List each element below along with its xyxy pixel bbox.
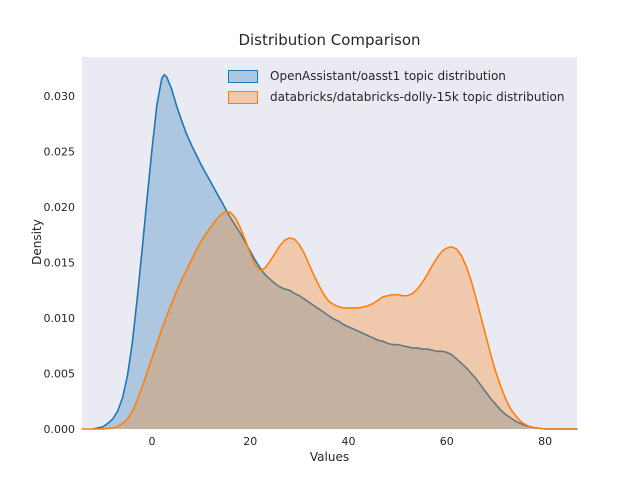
y-tick-label: 0.025	[44, 145, 76, 158]
legend: OpenAssistant/oasst1 topic distribution …	[228, 69, 564, 112]
chart-title: Distribution Comparison	[238, 31, 421, 49]
y-tick-label: 0.020	[44, 201, 76, 214]
legend-label: OpenAssistant/oasst1 topic distribution	[270, 69, 506, 83]
y-axis-label: Density	[30, 219, 44, 265]
x-tick-label: 0	[149, 435, 156, 448]
y-tick-label: 0.000	[44, 423, 76, 436]
legend-item: OpenAssistant/oasst1 topic distribution	[228, 69, 564, 83]
kde-line-series-0	[92, 73, 578, 430]
kde-line-series-1	[81, 210, 578, 430]
x-axis-label: Values	[309, 450, 350, 464]
legend-item: databricks/databricks-dolly-15k topic di…	[228, 90, 564, 104]
y-tick-label: 0.005	[44, 368, 76, 381]
legend-label: databricks/databricks-dolly-15k topic di…	[270, 90, 565, 105]
legend-color-patch-icon	[228, 91, 258, 105]
x-tick-label: 80	[538, 435, 552, 448]
x-tick-label: 60	[440, 435, 454, 448]
x-tick-label: 40	[342, 435, 356, 448]
legend-color-patch-icon	[228, 69, 258, 83]
y-tick-label: 0.030	[44, 90, 76, 103]
y-tick-label: 0.015	[44, 256, 76, 269]
x-tick-label: 20	[243, 435, 257, 448]
y-tick-label: 0.010	[44, 312, 76, 325]
kde-area-series-1	[82, 211, 577, 429]
kde-area-series-0	[93, 74, 578, 430]
